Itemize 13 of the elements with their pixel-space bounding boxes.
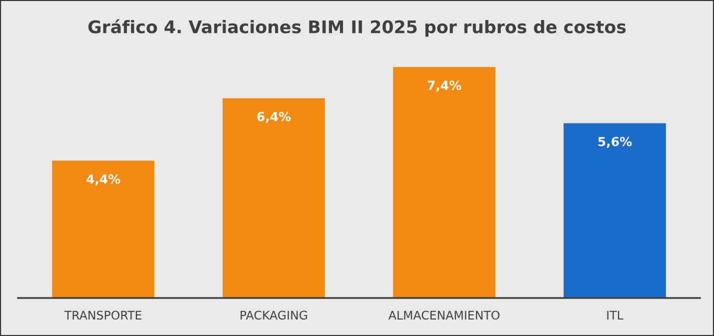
x-tick-label: PACKAGING [240,310,308,320]
x-tick-label: ITL [607,310,624,320]
data-label: 6,4% [257,112,291,123]
bar [222,98,325,298]
x-tick-label: ALMACENAMIENTO [388,310,500,320]
x-tick-label: TRANSPORTE [64,310,142,320]
bar [393,67,496,298]
data-label: 7,4% [428,80,462,92]
bar [52,160,154,298]
data-label: 4,4% [86,174,120,186]
bar [564,123,666,298]
data-label: 5,6% [598,136,632,148]
chart-title: Gráfico 4. Variaciones BIM II 2025 por rubros de costos [88,19,626,37]
